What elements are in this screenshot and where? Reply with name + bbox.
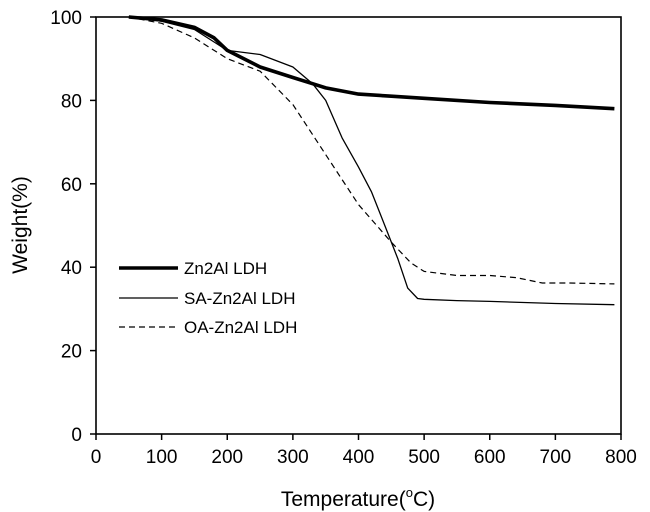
y-axis-title: Weight(%) [9,176,32,274]
plot-frame [95,16,622,435]
x-tick-label: 600 [474,447,506,468]
y-tick-label: 20 [61,342,82,363]
ticks [90,16,622,440]
x-tick-label: 300 [277,447,309,468]
y-tick-label: 100 [50,8,82,29]
legend-label-2: SA-Zn2Al LDH [184,289,295,308]
x-tick-label: 100 [146,447,178,468]
y-tick-label: 40 [61,258,82,279]
series-line-3 [128,16,615,285]
x-axis-title: Temperature(oC) [281,485,435,511]
x-axis-title-unit: C) [413,488,435,511]
x-tick-label: 400 [343,447,375,468]
y-tick-label: 80 [61,91,82,112]
tick-labels: 0 100 200 300 400 500 600 700 800 0 20 40 60 80 100 [50,8,637,468]
x-tick-label: 0 [91,447,102,468]
x-axis-title-main: Temperature( [281,488,406,511]
series-line-2 [128,16,615,306]
y-tick-label: 0 [71,425,82,446]
legend-label-1: Zn2Al LDH [184,259,267,278]
legend: Zn2Al LDH SA-Zn2Al LDH OA-Zn2Al LDH [119,259,297,337]
x-tick-label: 800 [605,447,637,468]
x-tick-label: 500 [408,447,440,468]
y-tick-label: 60 [61,175,82,196]
x-tick-label: 700 [540,447,572,468]
x-axis-title-degree: o [406,485,413,500]
x-tick-label: 200 [211,447,243,468]
series-line-1 [128,15,615,111]
series-lines [128,15,615,306]
legend-label-3: OA-Zn2Al LDH [184,318,297,337]
